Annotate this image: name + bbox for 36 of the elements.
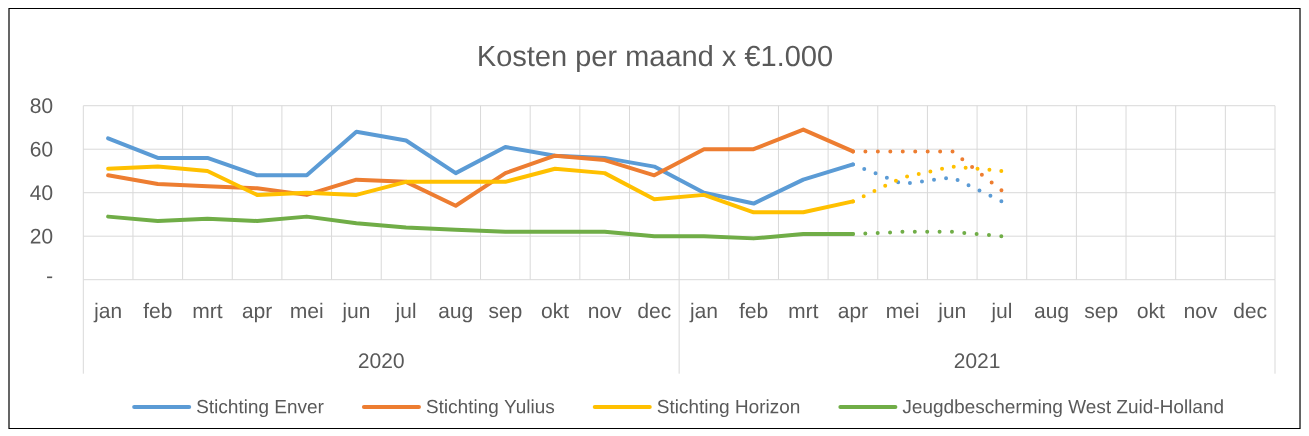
x-tick-label: jul	[395, 302, 416, 323]
x-tick-label: apr	[242, 306, 272, 323]
legend-label: Jeugdbescherming West Zuid-Holland	[902, 399, 1223, 418]
legend-label: Stichting Yulius	[426, 399, 555, 418]
x-tick-label: jan	[93, 302, 121, 323]
x-tick-label: mei	[291, 302, 323, 319]
x-tick-label: jan	[689, 302, 717, 323]
x-tick-label: dec	[1234, 302, 1267, 319]
x-tick-label: okt	[541, 302, 569, 319]
legend-label: Stichting Horizon	[657, 399, 800, 418]
x-tick-label: jul	[990, 302, 1011, 323]
x-tick-label: feb	[739, 302, 768, 319]
x-tick-label: mrt	[193, 304, 223, 319]
x-tick-label: nov	[589, 306, 622, 319]
x-tick-label: jun	[937, 302, 965, 323]
y-tick-label: 20	[30, 228, 53, 244]
x-tick-label: okt	[1137, 302, 1165, 319]
legend-label: Stichting Enver	[197, 399, 324, 418]
y-tick-label: 80	[30, 98, 53, 114]
x-tick-label: dec	[638, 302, 671, 319]
y-tick-label: 40	[30, 185, 53, 201]
x-tick-label: nov	[1184, 306, 1218, 319]
y-tick-label: 60	[30, 141, 53, 157]
text: 2021	[954, 353, 1000, 369]
x-tick-label: mei	[887, 302, 919, 319]
x-tick-label: feb	[143, 302, 172, 319]
x-tick-label: aug	[1034, 306, 1068, 323]
chart-title: Kosten per maand x €1.000	[479, 44, 832, 73]
text: 2020	[358, 353, 404, 369]
x-tick-label: sep	[1084, 306, 1118, 323]
x-tick-label: aug	[439, 306, 472, 323]
x-tick-label: apr	[838, 306, 868, 323]
x-tick-label: sep	[489, 306, 522, 323]
y-tick-label: -	[47, 276, 53, 279]
x-tick-label: jun	[341, 302, 370, 323]
x-tick-label: mrt	[789, 304, 819, 319]
